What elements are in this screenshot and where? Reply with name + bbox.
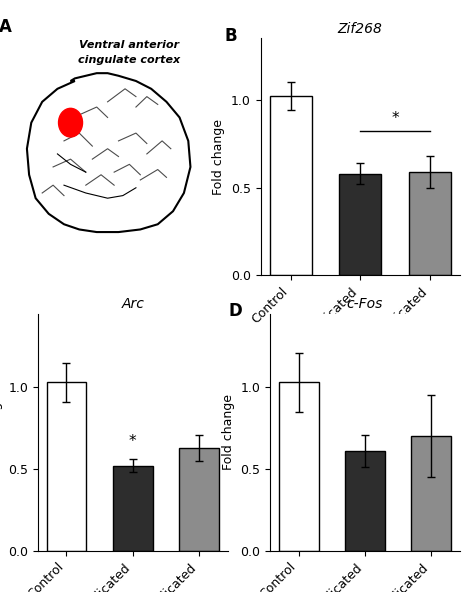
Text: A: A: [0, 18, 11, 37]
Text: Ventral anterior: Ventral anterior: [79, 40, 180, 50]
Text: B: B: [225, 27, 237, 44]
Bar: [339, 173, 381, 275]
Text: *: *: [391, 111, 399, 126]
Bar: [179, 448, 219, 551]
Circle shape: [58, 108, 82, 137]
Y-axis label: Fold change: Fold change: [222, 394, 235, 470]
Title: c-Fos: c-Fos: [347, 297, 383, 311]
Bar: [279, 382, 319, 551]
Text: *: *: [129, 435, 137, 449]
Y-axis label: Fold change: Fold change: [212, 119, 226, 195]
Title: Arc: Arc: [121, 297, 144, 311]
Title: Zif268: Zif268: [338, 22, 383, 36]
Text: cingulate cortex: cingulate cortex: [78, 55, 181, 65]
Y-axis label: Fold change: Fold change: [0, 394, 3, 470]
Bar: [113, 466, 153, 551]
Text: D: D: [228, 302, 242, 320]
Bar: [270, 96, 311, 275]
Text: Depressed: Depressed: [362, 370, 428, 383]
Bar: [409, 172, 451, 275]
Bar: [46, 382, 86, 551]
Bar: [411, 436, 451, 551]
Bar: [345, 451, 385, 551]
